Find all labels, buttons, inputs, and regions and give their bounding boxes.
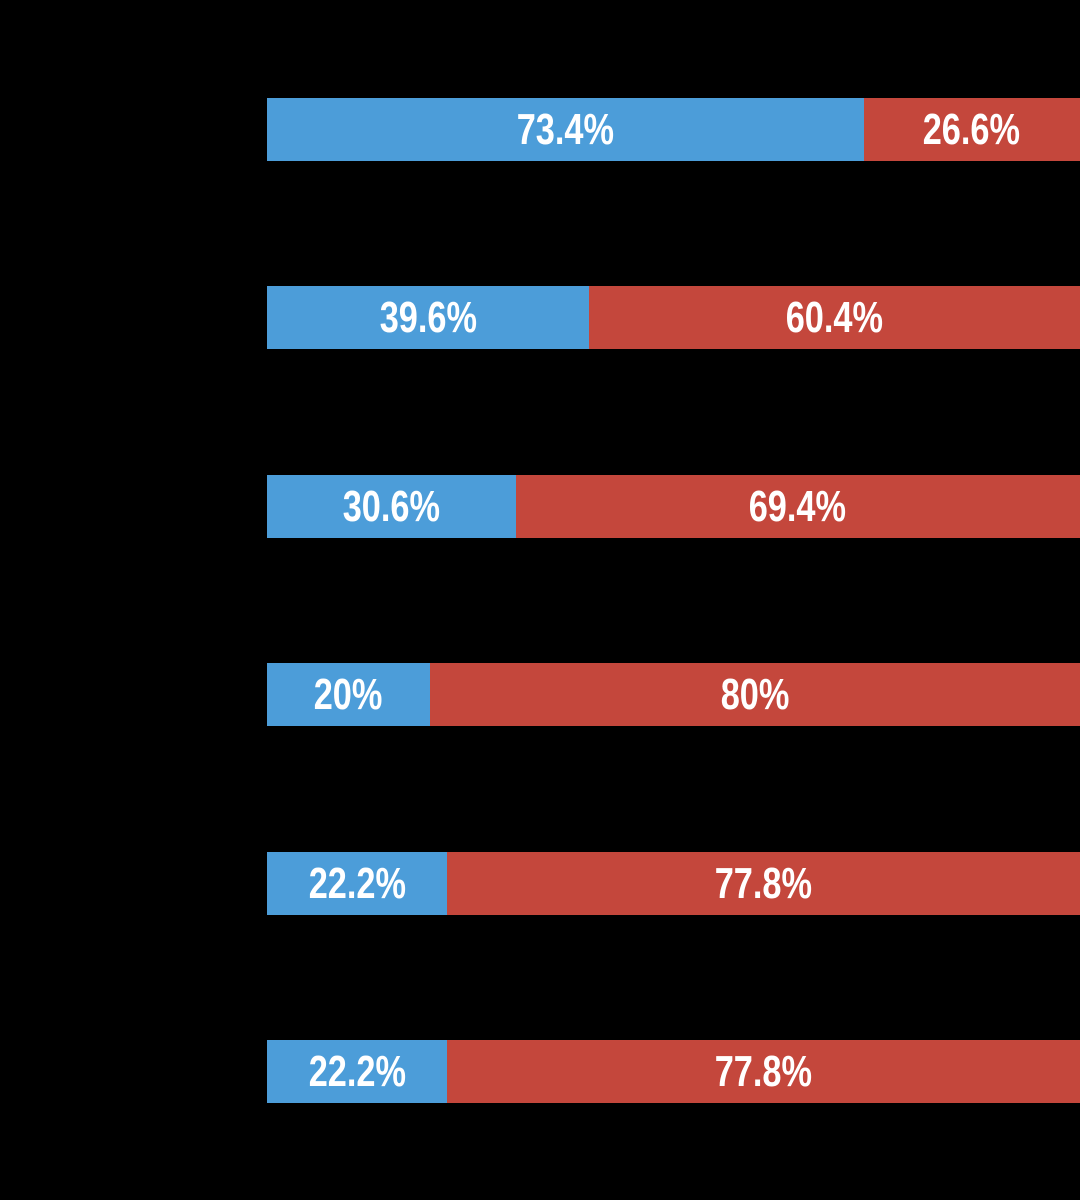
bar-segment-red-share: 77.8% — [447, 1040, 1080, 1103]
segment-data-label: 73.4% — [516, 104, 615, 154]
segment-data-label: 20% — [313, 669, 383, 719]
segment-data-label: 26.6% — [923, 104, 1021, 154]
bar-segment-blue-share: 73.4% — [267, 98, 864, 161]
segment-data-label: 30.6% — [342, 481, 441, 531]
segment-data-label: 77.8% — [715, 858, 813, 908]
bar-segment-blue-share: 30.6% — [267, 475, 516, 538]
bar-row: 22.2% 77.8% — [267, 1040, 1080, 1103]
segment-data-label: 39.6% — [379, 292, 477, 342]
bar-row: 73.4% 26.6% — [267, 98, 1080, 161]
segment-data-label: 77.8% — [715, 1046, 813, 1096]
bar-segment-red-share: 80% — [429, 663, 1080, 726]
segment-data-label: 22.2% — [308, 1046, 406, 1096]
bar-segment-red-share: 77.8% — [447, 852, 1080, 915]
segment-data-label: 22.2% — [308, 858, 406, 908]
segment-data-label: 69.4% — [749, 481, 847, 531]
bar-row: 39.6% 60.4% — [267, 286, 1080, 349]
bar-segment-blue-share: 22.2% — [267, 852, 448, 915]
bar-segment-red-share: 26.6% — [863, 98, 1080, 161]
bar-segment-red-share: 69.4% — [515, 475, 1080, 538]
bar-segment-red-share: 60.4% — [588, 286, 1080, 349]
bar-row: 22.2% 77.8% — [267, 852, 1080, 915]
bar-row: 30.6% 69.4% — [267, 475, 1080, 538]
bar-segment-blue-share: 39.6% — [267, 286, 589, 349]
bar-segment-blue-share: 22.2% — [267, 1040, 448, 1103]
segment-data-label: 60.4% — [785, 292, 884, 342]
bar-row: 20% 80% — [267, 663, 1080, 726]
segment-data-label: 80% — [720, 669, 790, 719]
plot-area: 73.4% 26.6% 39.6% 60.4% 30.6% 69.4% 20% 80% 22.2… — [267, 0, 1080, 1200]
bar-segment-blue-share: 20% — [267, 663, 430, 726]
